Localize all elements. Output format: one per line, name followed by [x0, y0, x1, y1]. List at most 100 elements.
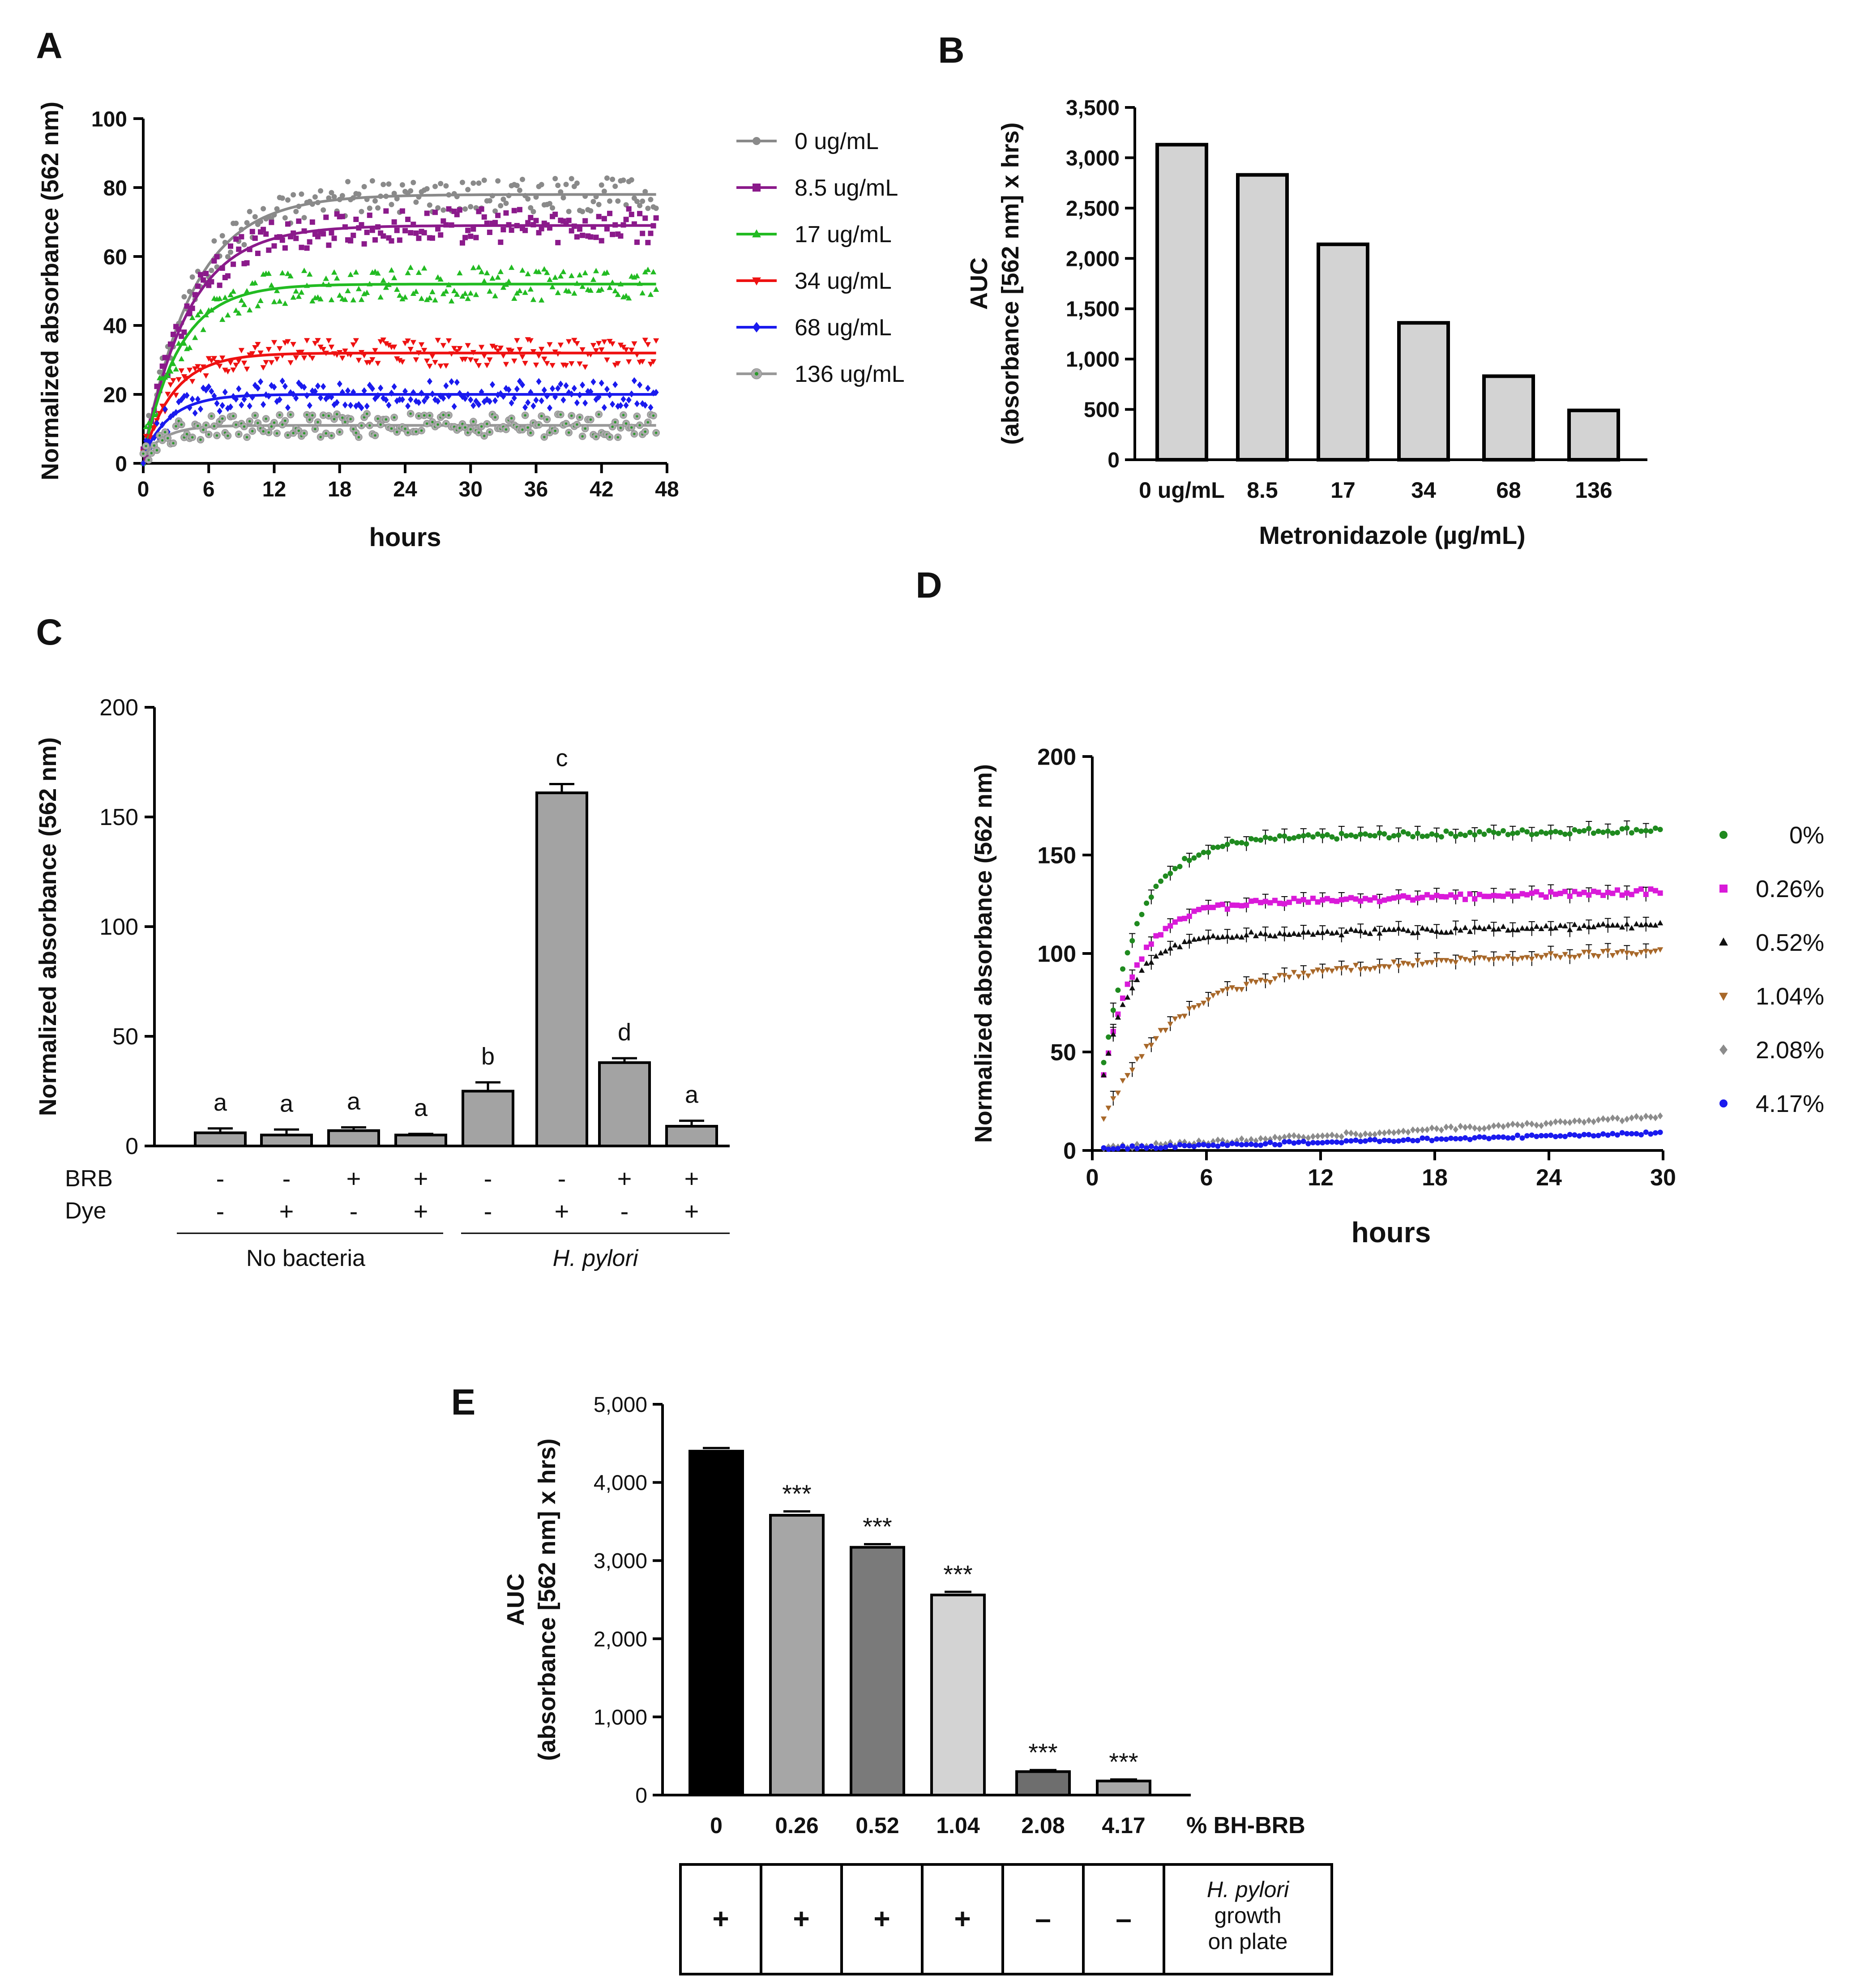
data-point	[1172, 919, 1178, 925]
data-point	[274, 356, 280, 362]
data-point	[647, 291, 654, 297]
data-point	[484, 269, 490, 275]
data-point	[1552, 925, 1559, 931]
bar	[1567, 408, 1620, 462]
data-point	[1633, 921, 1640, 927]
data-point	[1633, 952, 1640, 958]
data-point	[599, 379, 604, 387]
data-point	[1519, 1135, 1525, 1141]
data-point	[1206, 850, 1211, 855]
data-point	[301, 267, 308, 273]
data-point	[535, 353, 542, 359]
data-point	[1248, 1136, 1254, 1143]
data-point	[217, 407, 222, 415]
data-point	[1310, 931, 1316, 937]
data-point	[1610, 1114, 1616, 1122]
data-point	[299, 382, 304, 389]
data-point	[1239, 840, 1244, 846]
data-point	[484, 363, 490, 368]
data-point	[1562, 1133, 1568, 1139]
data-point	[1163, 1144, 1168, 1150]
data-point-center	[486, 423, 488, 425]
data-point	[571, 223, 577, 229]
data-point	[421, 230, 427, 235]
data-point	[574, 234, 580, 240]
bar	[462, 1090, 514, 1147]
data-point	[1120, 1143, 1125, 1149]
data-point-center	[308, 418, 311, 421]
data-point	[334, 352, 340, 358]
series-3	[140, 337, 659, 457]
data-point	[1476, 892, 1482, 898]
data-point	[402, 341, 408, 346]
data-point	[1353, 896, 1359, 902]
data-point	[549, 284, 556, 290]
y-tick-label: 3,000	[1066, 146, 1120, 170]
data-point	[299, 191, 304, 197]
bar	[598, 1061, 651, 1148]
data-point	[1305, 832, 1311, 838]
data-point	[1453, 1136, 1458, 1141]
data-point	[498, 239, 504, 245]
data-point	[1215, 934, 1221, 940]
data-point	[342, 224, 348, 230]
fit-curve	[142, 351, 656, 457]
data-point	[265, 270, 272, 276]
data-point	[437, 276, 444, 282]
data-point	[1467, 829, 1473, 835]
x-tick-label: 48	[655, 478, 679, 501]
data-point	[1220, 902, 1226, 907]
data-point	[1424, 926, 1430, 932]
legend-marker	[753, 184, 761, 192]
data-point	[1286, 899, 1292, 905]
data-point	[1571, 921, 1578, 927]
data-point	[1548, 951, 1554, 957]
data-point	[1291, 1132, 1297, 1139]
data-point	[328, 297, 335, 303]
x-tick-label: 68	[1496, 478, 1521, 503]
data-point	[1186, 858, 1192, 864]
data-point	[563, 182, 569, 188]
data-point	[301, 215, 307, 221]
data-point	[1600, 949, 1606, 954]
x-tick-label: 0.26	[775, 1813, 818, 1838]
data-point	[530, 209, 536, 214]
data-point	[569, 273, 575, 278]
data-point	[547, 342, 553, 348]
data-point	[427, 363, 433, 369]
data-point	[413, 230, 419, 236]
data-point-center	[428, 414, 431, 417]
data-point	[1410, 1126, 1416, 1133]
data-point	[569, 176, 574, 182]
data-point	[171, 331, 176, 337]
data-point	[645, 205, 651, 211]
data-point	[181, 393, 187, 400]
data-point	[1495, 956, 1501, 962]
data-point-center	[237, 433, 240, 436]
data-point	[1234, 933, 1240, 939]
y-axis-title-line-1: AUC	[966, 257, 992, 310]
data-point	[1315, 831, 1321, 837]
data-point	[1467, 891, 1473, 897]
data-point	[307, 402, 312, 409]
data-point	[1595, 1133, 1601, 1138]
data-point	[394, 397, 400, 405]
data-point	[323, 275, 329, 281]
significance-letter: a	[214, 1089, 227, 1116]
data-point	[375, 205, 381, 211]
data-point	[1381, 897, 1387, 903]
row-label-brb: BRB	[65, 1166, 113, 1192]
data-point	[1595, 889, 1601, 895]
data-point	[648, 197, 654, 202]
data-point	[157, 369, 163, 375]
data-point	[448, 351, 455, 357]
data-point	[1638, 828, 1644, 834]
data-point	[443, 183, 449, 189]
data-point-center	[546, 418, 548, 421]
data-point	[1467, 1123, 1473, 1130]
data-point	[1348, 968, 1354, 974]
data-point	[1619, 924, 1625, 930]
data-point	[361, 353, 368, 359]
data-point	[1433, 928, 1440, 934]
